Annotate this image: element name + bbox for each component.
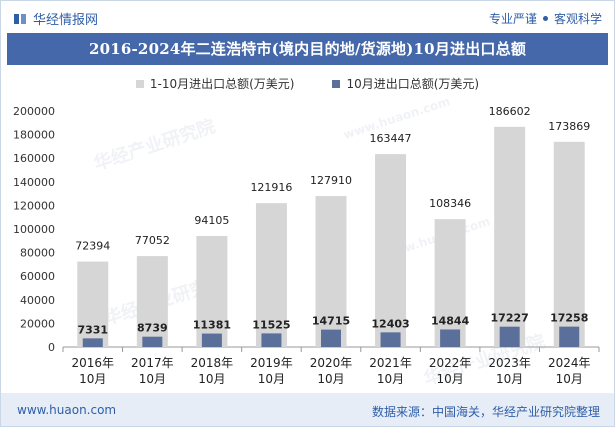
- y-tick-label: 40000: [20, 294, 55, 307]
- x-tick-label: 2017年 10月: [131, 356, 174, 386]
- data-label-total: 108346: [429, 197, 471, 210]
- bar-month: [321, 329, 341, 347]
- y-tick-label: 180000: [13, 129, 55, 142]
- x-tick-label: 2021年 10月: [369, 356, 412, 386]
- chart-title: 2016-2024年二连浩特市(境内目的地/货源地)10月进出口总额: [88, 40, 527, 58]
- y-tick-label: 100000: [13, 223, 55, 236]
- legend-label-month: 10月进出口总额(万美元): [346, 77, 480, 91]
- y-tick-label: 160000: [13, 152, 55, 165]
- y-tick-label: 200000: [13, 105, 55, 118]
- x-tick-label-line: 10月: [139, 372, 166, 386]
- tagline-left: 专业严谨: [488, 12, 537, 26]
- data-label-total: 173869: [548, 120, 590, 133]
- x-tick-label-line: 10月: [198, 372, 225, 386]
- y-tick-label: 0: [48, 341, 55, 354]
- y-tick-label: 120000: [13, 199, 55, 212]
- data-label-month: 17227: [491, 312, 529, 325]
- x-tick-label: 2019年 10月: [250, 356, 293, 386]
- data-label-total: 121916: [250, 181, 292, 194]
- top-bar: 华经情报网 专业严谨 客观科学: [1, 1, 614, 33]
- bar-total: [77, 261, 109, 347]
- x-tick-label: 2022年 10月: [429, 356, 472, 386]
- x-tick-label: 2020年 10月: [310, 356, 353, 386]
- data-label-month: 14715: [312, 315, 350, 328]
- data-label-month: 7331: [77, 323, 108, 336]
- tagline-dot-icon: [542, 16, 548, 21]
- x-tick-label-line: 10月: [377, 372, 404, 386]
- data-label-month: 14844: [431, 314, 470, 327]
- bar-month: [440, 329, 461, 347]
- y-tick-label: 60000: [20, 270, 55, 283]
- x-tick-label-line: 2017年: [131, 356, 174, 370]
- bar-month: [142, 336, 163, 347]
- x-tick-label-line: 2016年: [72, 356, 115, 370]
- x-tick-label-line: 10月: [79, 372, 106, 386]
- bar-month: [559, 326, 580, 347]
- legend-item-total: 1-10月进出口总额(万美元): [135, 75, 295, 92]
- bar-total: [553, 141, 585, 347]
- data-label-month: 8739: [137, 322, 168, 335]
- bar-month: [499, 326, 520, 347]
- x-tick-label-line: 2022年: [429, 356, 472, 370]
- legend-swatch-total: [135, 79, 144, 88]
- bar-chart: 0 20000 40000 60000 80000 100000 120000 140000 1…: [13, 105, 600, 386]
- x-tick-label-line: 10月: [436, 372, 463, 386]
- data-label-total: 127910: [310, 174, 352, 187]
- x-tick-label: 2016年 10月: [72, 356, 115, 386]
- legend-swatch-month: [332, 79, 341, 88]
- bar-month: [380, 332, 401, 347]
- data-label-month: 11381: [193, 319, 231, 332]
- data-label-total: 72394: [75, 240, 110, 253]
- bar-total: [255, 203, 287, 347]
- footer-source: 数据来源：中国海关，华经产业研究院整理: [371, 405, 600, 419]
- bar-month: [201, 333, 222, 347]
- tagline-right: 客观科学: [553, 12, 602, 26]
- x-tick-label-line: 2019年: [250, 356, 293, 370]
- x-tick-label: 2024年 10月: [548, 356, 591, 386]
- x-tick-label-line: 2018年: [191, 356, 234, 370]
- data-label-total: 163447: [370, 132, 412, 145]
- y-tick-label: 140000: [13, 176, 55, 189]
- x-tick-label-line: 10月: [556, 372, 583, 386]
- x-tick-label-line: 2020年: [310, 356, 353, 370]
- bar-total: [136, 256, 168, 347]
- bar-month: [82, 338, 103, 347]
- bar-total: [196, 235, 228, 347]
- x-tick-label-line: 2021年: [369, 356, 412, 370]
- x-tick-label-line: 10月: [496, 372, 523, 386]
- y-tick-label: 20000: [20, 317, 55, 330]
- legend-label-total: 1-10月进出口总额(万美元): [149, 77, 295, 91]
- footer: www.huaon.com 数据来源：中国海关，华经产业研究院整理: [1, 393, 614, 426]
- y-tick-label: 80000: [20, 247, 55, 260]
- brand-name: 华经情报网: [33, 13, 99, 28]
- data-label-total: 186602: [489, 105, 531, 118]
- tagline: 专业严谨 客观科学: [489, 10, 602, 27]
- legend-item-month: 10月进出口总额(万美元): [332, 75, 479, 92]
- x-tick-label-line: 10月: [258, 372, 285, 386]
- x-tick-label-line: 2024年: [548, 356, 591, 370]
- bar-total: [494, 126, 526, 348]
- x-tick-label: 2018年 10月: [191, 356, 234, 386]
- brand-logo-icon: [14, 13, 26, 24]
- data-label-total: 94105: [194, 214, 229, 227]
- footer-url: www.huaon.com: [17, 403, 117, 417]
- data-label-total: 77052: [135, 234, 170, 247]
- data-label-month: 11525: [252, 318, 290, 331]
- chart-legend: 1-10月进出口总额(万美元) 10月进出口总额(万美元): [1, 75, 614, 92]
- bar-total: [315, 196, 347, 347]
- data-label-month: 17258: [550, 312, 588, 325]
- brand: 华经情报网: [13, 9, 98, 28]
- data-label-month: 12403: [371, 317, 409, 330]
- x-tick-label: 2023年 10月: [488, 356, 531, 386]
- title-bar: 2016-2024年二连浩特市(境内目的地/货源地)10月进出口总额: [7, 33, 608, 65]
- x-tick-label-line: 2023年: [488, 356, 531, 370]
- bar-month: [261, 333, 282, 347]
- bar-total: [375, 154, 407, 347]
- x-tick-label-line: 10月: [317, 372, 344, 386]
- bar-total: [434, 219, 466, 347]
